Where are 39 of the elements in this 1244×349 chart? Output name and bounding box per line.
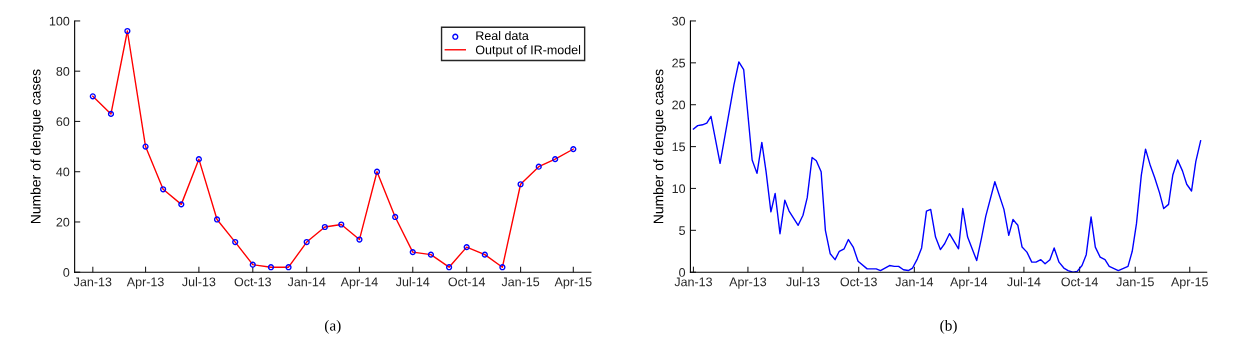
text: (a) [324, 319, 341, 334]
y-tick-label: 10 [672, 184, 686, 194]
y-tick-label: 100 [49, 16, 70, 26]
x-tick-label: Jan-15 [501, 277, 540, 287]
x-tick-label: Jan-15 [1116, 277, 1154, 287]
y-tick-label: 80 [56, 67, 70, 76]
y-axis-title: Number of dengue cases [30, 69, 44, 224]
x-tick-label: Apr-15 [554, 277, 592, 289]
y-tick-label: 60 [56, 117, 70, 127]
y-tick-label: 5 [679, 226, 686, 235]
x-tick-label: Apr-14 [340, 277, 378, 289]
y-axis-title: Number of dengue cases [653, 69, 667, 224]
legend-label: Output of IR-model [475, 45, 581, 57]
text: (b) [940, 319, 957, 334]
y-tick-label: 40 [56, 167, 70, 177]
x-tick-label: Oct-14 [448, 277, 486, 287]
y-tick-label: 25 [672, 58, 686, 68]
x-tick-label: Jul-14 [1007, 277, 1041, 287]
x-tick-label: Oct-13 [840, 277, 877, 287]
x-tick-label: Jan-14 [895, 277, 934, 287]
x-tick-label: Oct-13 [234, 277, 271, 287]
x-tick-label: Apr-13 [126, 277, 164, 289]
y-tick-label: 0 [63, 268, 70, 277]
y-tick-label: 20 [672, 100, 686, 110]
x-tick-label: Apr-13 [729, 277, 767, 289]
x-tick-label: Jan-13 [73, 277, 112, 287]
x-tick-label: Jul-14 [395, 277, 430, 287]
y-tick-label: 0 [679, 268, 686, 277]
x-tick-label: Apr-15 [1171, 277, 1208, 289]
x-tick-label: Oct-14 [1061, 277, 1098, 287]
x-tick-label: Jul-13 [786, 277, 820, 287]
legend-label: Real data [476, 30, 529, 41]
x-tick-label: Apr-14 [950, 277, 988, 289]
y-tick-label: 15 [672, 142, 686, 152]
x-tick-label: Jul-13 [182, 277, 216, 287]
x-tick-label: Jan-13 [674, 277, 713, 287]
y-tick-label: 30 [672, 16, 686, 26]
y-tick-label: 20 [56, 217, 70, 227]
x-tick-label: Jan-14 [287, 277, 326, 287]
